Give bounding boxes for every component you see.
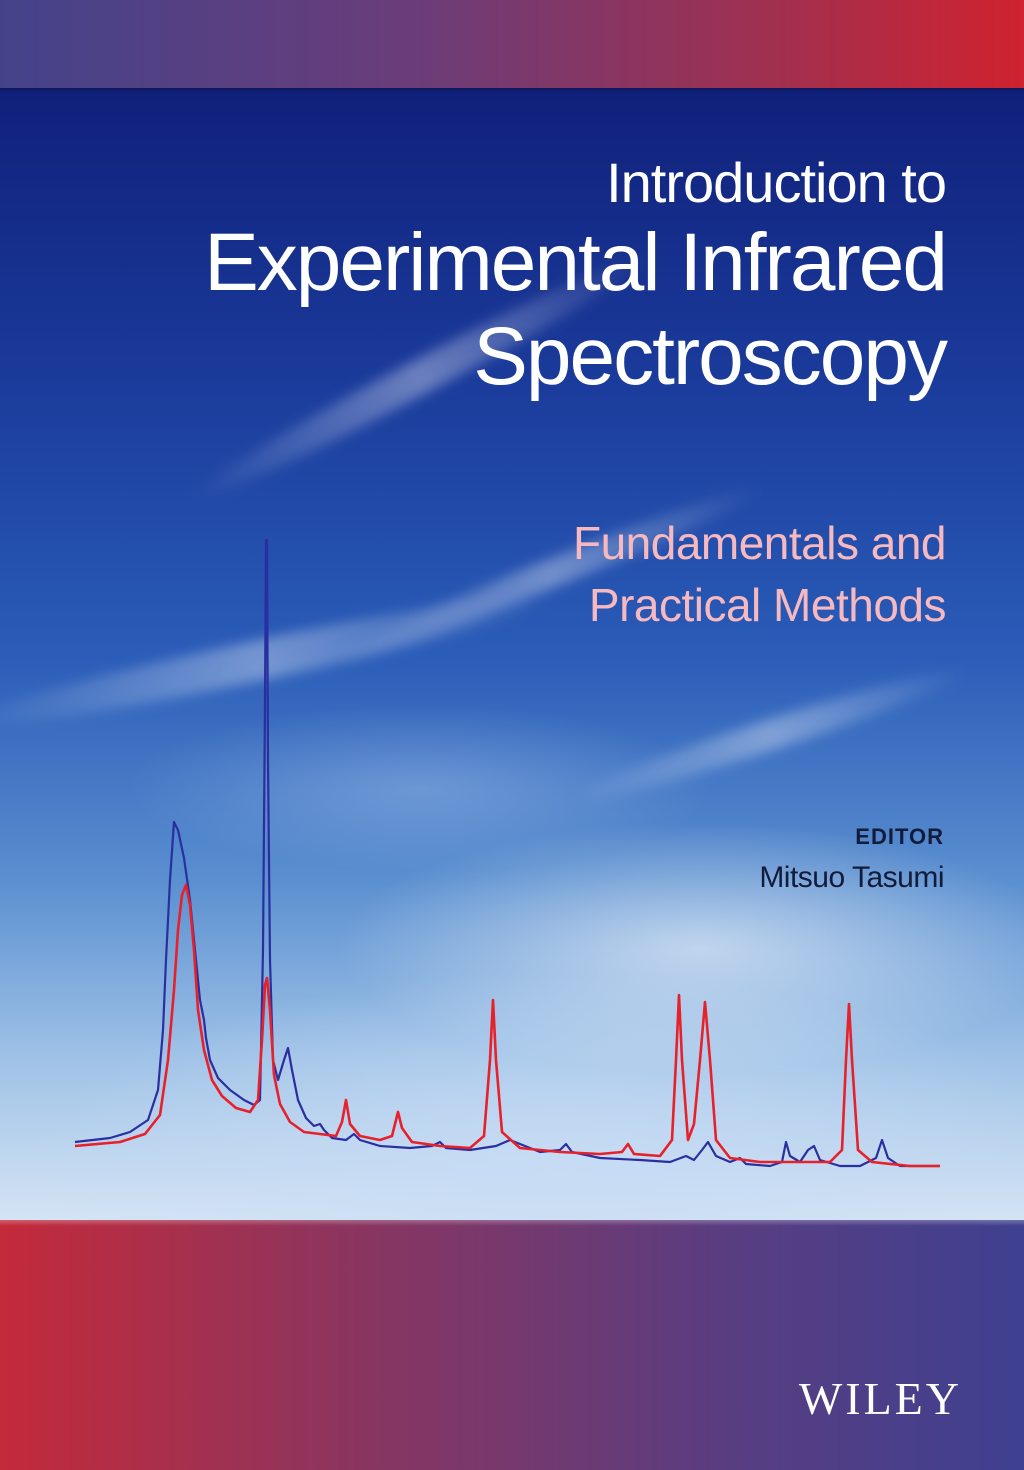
bottom-band-highlight [0, 1220, 1024, 1226]
top-band-shadow [0, 88, 1024, 92]
editor-credit: EDITOR Mitsuo Tasumi [759, 822, 944, 898]
subtitle-line-2: Practical Methods [588, 579, 947, 631]
editor-name: Mitsuo Tasumi [759, 861, 944, 894]
top-color-band [0, 0, 1024, 88]
publisher-logo: WILEY [798, 1373, 962, 1424]
title-line-1: Introduction to [606, 151, 947, 214]
title-line-2: Experimental Infrared [204, 217, 948, 308]
subtitle-line-1: Fundamentals and [572, 517, 947, 569]
title-line-3: Spectroscopy [473, 311, 948, 402]
book-subtitle: Fundamentals and Practical Methods [572, 512, 947, 636]
red-spectrum-line [74, 883, 940, 1168]
book-title: Introduction to Experimental Infrared Sp… [204, 150, 948, 404]
bottom-color-band [0, 1220, 1024, 1470]
editor-label: EDITOR [855, 824, 944, 849]
blue-spectrum-line [74, 538, 940, 1168]
